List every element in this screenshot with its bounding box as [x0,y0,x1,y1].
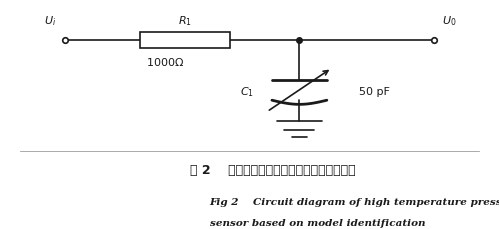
Text: $R_1$: $R_1$ [178,14,192,27]
Text: sensor based on model identification: sensor based on model identification [210,218,425,227]
Text: Fig 2    Circuit diagram of high temperature pressure: Fig 2 Circuit diagram of high temperatur… [210,197,499,206]
Text: 50 pF: 50 pF [359,87,390,97]
Text: 1000$\Omega$: 1000$\Omega$ [146,56,184,68]
Text: $U_i$: $U_i$ [44,14,56,27]
Bar [140,33,230,49]
Text: $C_1$: $C_1$ [241,85,254,98]
Text: 图 2    基于模型识别的高温压力传感器电路图: 图 2 基于模型识别的高温压力传感器电路图 [190,163,355,176]
Text: $U_0$: $U_0$ [442,14,457,27]
